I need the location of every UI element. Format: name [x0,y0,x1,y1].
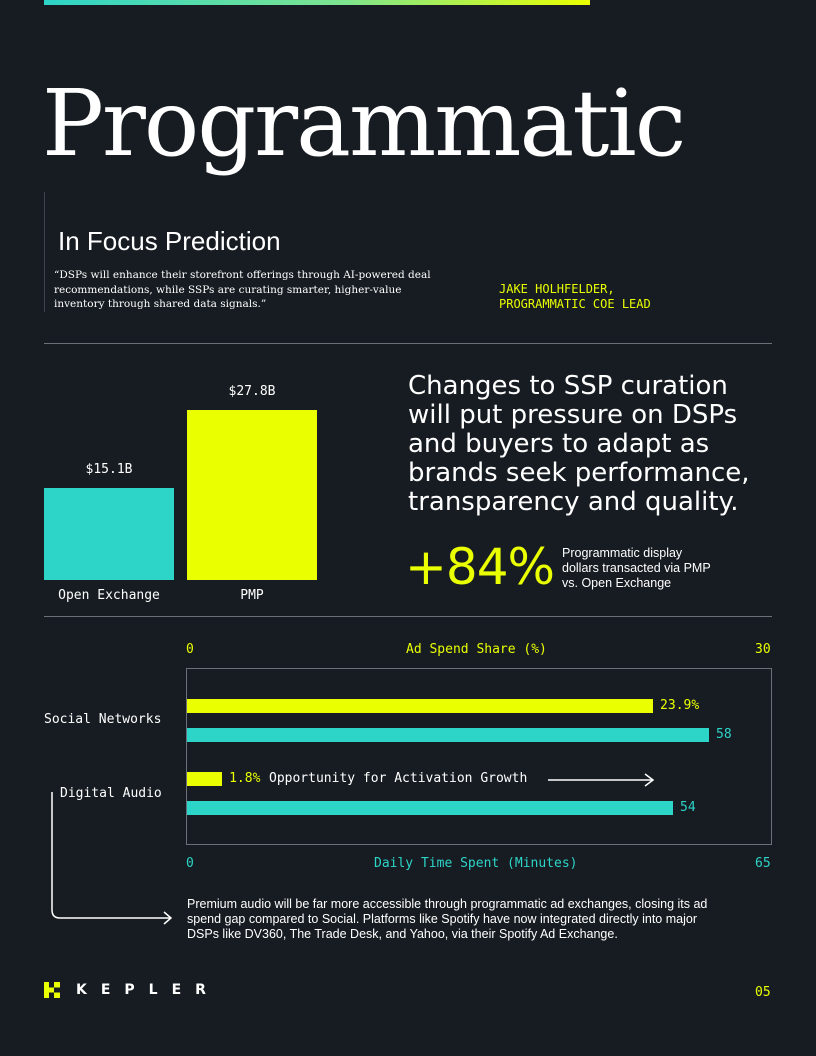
bottom-axis-max: 65 [755,856,771,871]
focus-title: In Focus Prediction [58,226,281,256]
opportunity-annotation: Opportunity for Activation Growth [269,771,528,786]
bar-pmp [187,410,317,580]
page-number: 05 [755,985,771,1000]
section-divider-1 [44,343,772,344]
row-label-social-networks: Social Networks [44,712,162,727]
quote-author: JAKE HOLHFELDER, PROGRAMMATIC COE LEAD [499,282,651,312]
top-axis-min: 0 [186,642,194,657]
bar-social-time-spent [187,728,709,742]
bar-open-exchange [44,487,174,580]
author-role: PROGRAMMATIC COE LEAD [499,297,651,311]
page-title: Programmatic [42,70,686,177]
top-axis-max: 30 [755,642,771,657]
bar-social-ad-spend [187,699,654,713]
bottom-axis-title: Daily Time Spent (Minutes) [374,856,578,871]
section-divider-2 [44,616,772,617]
label-audio-time-spent: 54 [680,800,696,815]
chart-plot-area [186,668,772,845]
row-label-digital-audio: Digital Audio [60,786,162,801]
arrow-right-icon [548,773,655,787]
bar-audio-ad-spend [187,772,223,786]
author-name: JAKE HOLHFELDER, [499,282,615,296]
kepler-logo-icon [44,982,60,998]
audio-footnote: Premium audio will be far more accessibl… [187,897,708,941]
focus-divider [44,192,45,312]
pmp-growth-stat: +84% [405,538,555,596]
label-audio-ad-spend: 1.8% [229,771,261,786]
brand-wordmark: KEPLER [76,982,220,998]
bar-value-label-pmp: $27.8B [228,384,276,399]
stat-description: Programmatic display dollars transacted … [562,546,711,590]
insight-headline: Changes to SSP curation will put pressur… [408,371,750,517]
elbow-arrow-icon [51,792,173,925]
bar-audio-time-spent [187,801,673,815]
bar-category-pmp: PMP [240,588,264,603]
bottom-axis-min: 0 [186,856,194,871]
kepler-logo: KEPLER [44,982,220,998]
bar-category-open-exchange: Open Exchange [58,588,160,603]
bar-value-label-open-exchange: $15.1B [85,461,133,477]
label-social-ad-spend: 23.9% [660,698,700,713]
top-axis-title: Ad Spend Share (%) [406,642,547,657]
label-social-time-spent: 58 [716,727,732,742]
gradient-top-bar [44,0,590,5]
prediction-quote: “DSPs will enhance their storefront offe… [54,269,431,310]
